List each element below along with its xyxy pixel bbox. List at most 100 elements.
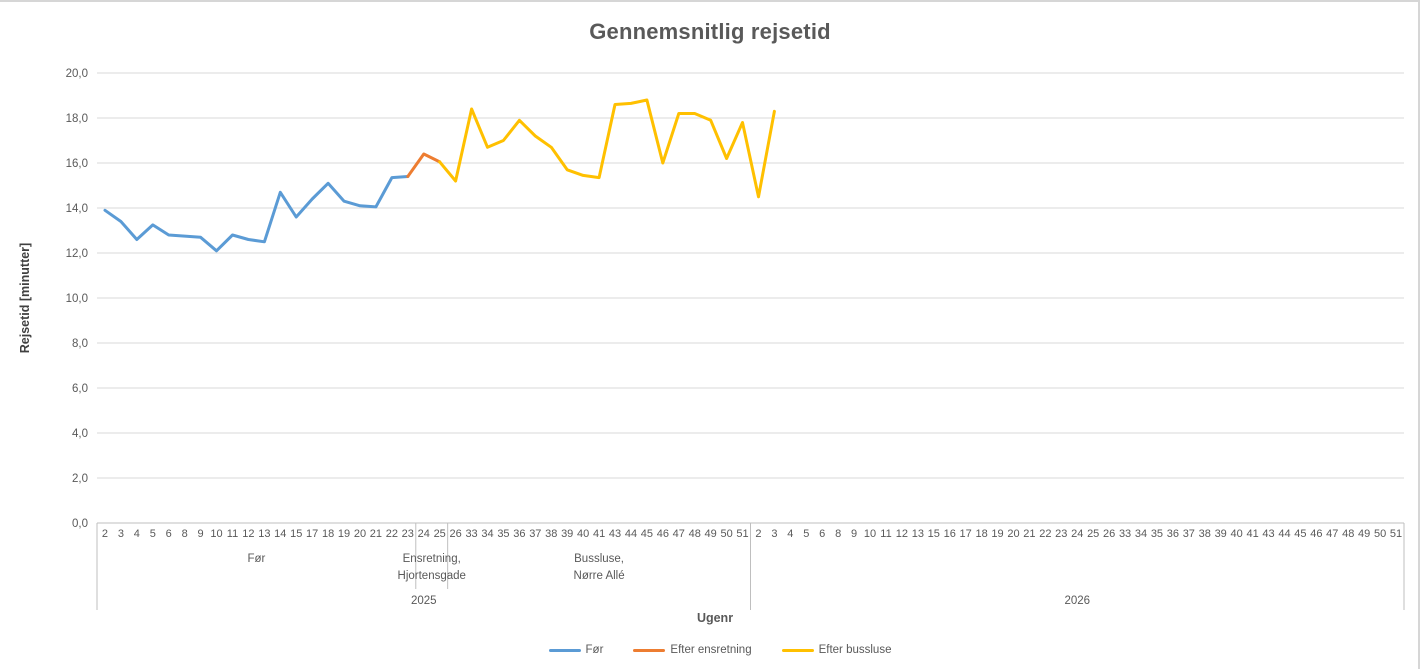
week-label: 22 <box>1039 528 1051 540</box>
week-label: 25 <box>434 528 446 540</box>
week-labels: 2 3 4 5 6 8 9 10 11 12 13 14 15 17 18 19 20 21 22 23 24 25 26 3… <box>102 528 1402 540</box>
week-label: 35 <box>497 528 509 540</box>
legend-item-efter-bussluse: Efter bussluse <box>781 644 891 656</box>
phase-label: Før <box>247 553 265 565</box>
phase-label: Ensretning, <box>403 553 461 565</box>
week-label: 37 <box>529 528 541 540</box>
week-label: 46 <box>657 528 669 540</box>
week-label: 41 <box>1246 528 1258 540</box>
week-label: 45 <box>1294 528 1306 540</box>
week-label: 36 <box>1167 528 1179 540</box>
week-label: 11 <box>227 528 238 540</box>
week-label: 10 <box>864 528 876 540</box>
week-label: 15 <box>928 528 940 540</box>
plot-area: 0,0 2,0 4,0 6,0 8,0 10,0 12,0 14,0 16,0 18,0 20,0 2… <box>66 68 1405 610</box>
week-label: 50 <box>1374 528 1386 540</box>
week-label: 43 <box>1262 528 1274 540</box>
week-label: 24 <box>1071 528 1083 540</box>
phase-label: Nørre Allé <box>574 570 625 582</box>
week-label: 5 <box>803 528 809 540</box>
y-tick-label: 8,0 <box>72 338 88 350</box>
phase-labels: Før Ensretning, Hjortensgade Bussluse, Nørre… <box>247 553 624 582</box>
week-label: 12 <box>896 528 908 540</box>
legend-item-f-r: Før <box>548 644 604 656</box>
week-label: 4 <box>787 528 793 540</box>
series-line-efter-ensretning <box>406 152 442 178</box>
week-label: 19 <box>338 528 350 540</box>
week-label: 38 <box>1199 528 1211 540</box>
y-tick-labels: 0,0 2,0 4,0 6,0 8,0 10,0 12,0 14,0 16,0 18,0 20,0 <box>66 68 88 530</box>
week-label: 49 <box>705 528 717 540</box>
week-label: 10 <box>210 528 222 540</box>
y-tick-label: 16,0 <box>66 158 88 170</box>
legend-label: Efter ensretning <box>670 644 752 656</box>
week-label: 21 <box>370 528 382 540</box>
week-label: 11 <box>880 528 891 540</box>
week-label: 12 <box>242 528 254 540</box>
week-label: 20 <box>354 528 366 540</box>
week-label: 48 <box>689 528 701 540</box>
week-label: 8 <box>835 528 841 540</box>
week-label: 34 <box>1135 528 1147 540</box>
week-label: 51 <box>736 528 748 540</box>
week-label: 38 <box>545 528 557 540</box>
week-label: 9 <box>851 528 857 540</box>
y-tick-label: 12,0 <box>66 248 88 260</box>
axis-separators <box>96 523 1405 610</box>
week-label: 22 <box>386 528 398 540</box>
legend-item-efter-ensretning: Efter ensretning <box>633 644 752 656</box>
week-label: 23 <box>1055 528 1067 540</box>
week-label: 2 <box>102 528 108 540</box>
week-label: 47 <box>673 528 685 540</box>
week-label: 46 <box>1310 528 1322 540</box>
week-label: 40 <box>577 528 589 540</box>
week-label: 21 <box>1023 528 1035 540</box>
week-label: 13 <box>258 528 270 540</box>
week-label: 40 <box>1231 528 1243 540</box>
week-label: 50 <box>720 528 732 540</box>
week-label: 18 <box>322 528 334 540</box>
y-tick-label: 0,0 <box>72 518 88 530</box>
y-tick-label: 20,0 <box>66 68 88 80</box>
week-label: 13 <box>912 528 924 540</box>
y-tick-label: 10,0 <box>66 293 88 305</box>
week-label: 48 <box>1342 528 1354 540</box>
y-tick-label: 18,0 <box>66 113 88 125</box>
chart-title: Gennemsnitlig rejsetid <box>589 19 831 44</box>
week-label: 19 <box>991 528 1003 540</box>
week-label: 4 <box>134 528 140 540</box>
week-label: 26 <box>1103 528 1115 540</box>
week-label: 24 <box>418 528 430 540</box>
week-label: 26 <box>450 528 462 540</box>
gridlines <box>97 72 1404 524</box>
week-label: 17 <box>960 528 972 540</box>
year-labels: 2025 2026 <box>411 595 1090 607</box>
week-label: 49 <box>1358 528 1370 540</box>
week-label: 41 <box>593 528 605 540</box>
week-label: 3 <box>118 528 124 540</box>
week-label: 25 <box>1087 528 1099 540</box>
week-label: 6 <box>819 528 825 540</box>
x-axis-title: Ugenr <box>696 611 734 625</box>
week-label: 45 <box>641 528 653 540</box>
y-tick-label: 4,0 <box>72 428 88 440</box>
week-label: 16 <box>944 528 956 540</box>
week-label: 33 <box>1119 528 1131 540</box>
legend-label: Før <box>585 644 604 656</box>
week-label: 23 <box>402 528 414 540</box>
phase-label: Hjortensgade <box>398 570 466 582</box>
series-line-f-r <box>103 175 410 253</box>
series-line-efter-bussluse <box>438 98 776 199</box>
week-label: 37 <box>1183 528 1195 540</box>
week-label: 5 <box>150 528 156 540</box>
week-label: 18 <box>975 528 987 540</box>
week-label: 6 <box>166 528 172 540</box>
y-tick-label: 6,0 <box>72 383 88 395</box>
week-label: 36 <box>513 528 525 540</box>
week-label: 47 <box>1326 528 1338 540</box>
week-label: 34 <box>481 528 493 540</box>
week-label: 3 <box>771 528 777 540</box>
week-label: 35 <box>1151 528 1163 540</box>
phase-label: Bussluse, <box>574 553 624 565</box>
week-label: 39 <box>1215 528 1227 540</box>
